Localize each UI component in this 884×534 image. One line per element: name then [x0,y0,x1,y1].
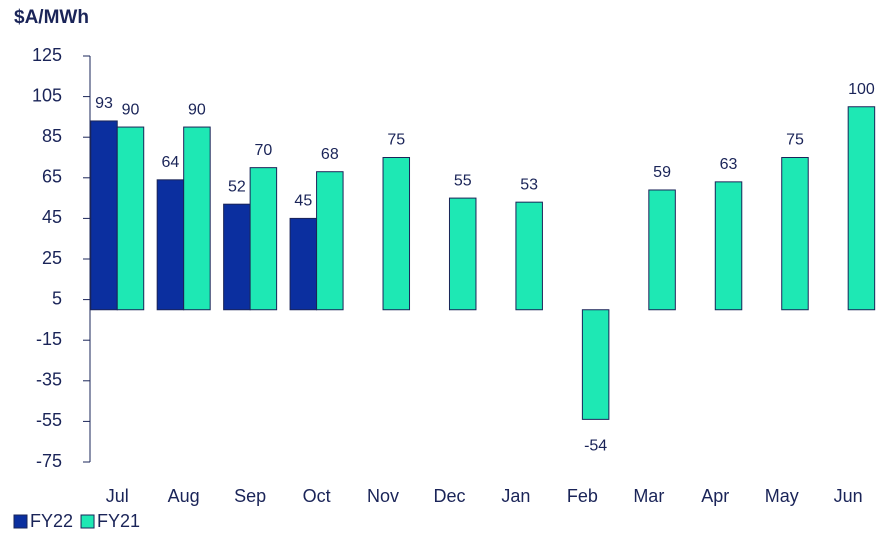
y-tick-label: 5 [52,288,62,308]
bar [183,126,211,311]
y-tick-label: 85 [42,126,62,146]
y-tick-label: 65 [42,167,62,187]
value-label: 63 [720,156,738,173]
bar [714,181,743,311]
y-tick-label: 125 [32,45,62,65]
x-tick-label: Jul [106,486,129,506]
bar [448,197,477,311]
bar [316,171,344,311]
value-label: 59 [653,164,671,181]
value-label: 68 [321,146,339,163]
bar [156,179,185,311]
value-label: 93 [95,95,113,112]
x-tick-label: Apr [701,486,729,506]
value-label: 45 [294,193,312,210]
y-tick-label: -15 [36,329,62,349]
bar [289,217,318,311]
y-tick-label: -35 [36,370,62,390]
value-label: 90 [188,101,206,118]
y-tick-label: 25 [42,248,62,268]
bar [648,189,676,311]
y-tick-label: -55 [36,410,62,430]
legend-label: FY21 [97,511,140,531]
bar [515,201,543,311]
value-label: 64 [162,154,180,171]
bar [581,309,610,420]
bar [90,120,118,311]
value-label: 55 [454,172,472,189]
value-label: 100 [848,81,875,98]
x-tick-label: Mar [633,486,664,506]
x-tick-label: Aug [168,486,200,506]
value-label: 90 [122,101,140,118]
y-tick-label: -75 [36,451,62,471]
x-tick-label: Dec [433,486,465,506]
x-tick-label: Jun [834,486,863,506]
legend-label: FY22 [30,511,73,531]
bar [116,126,145,311]
value-label: 53 [520,176,538,193]
x-tick-label: Nov [367,486,399,506]
x-tick-label: Oct [303,486,331,506]
legend-swatch [13,514,28,529]
value-label: 75 [786,132,804,149]
bar [382,157,411,311]
x-tick-label: Jan [501,486,530,506]
x-tick-label: May [765,486,799,506]
chart-title: $A/MWh [14,7,89,28]
bar [847,106,876,311]
x-tick-label: Feb [567,486,598,506]
value-label: 52 [228,178,246,195]
bar [781,157,809,311]
bar [249,167,278,311]
y-tick-label: 45 [42,207,62,227]
legend-swatch [80,514,95,529]
value-label: 70 [254,142,272,159]
value-label: -54 [584,438,607,455]
value-label: 75 [387,132,405,149]
y-tick-label: 105 [32,85,62,105]
bar [223,203,251,311]
x-tick-label: Sep [234,486,266,506]
